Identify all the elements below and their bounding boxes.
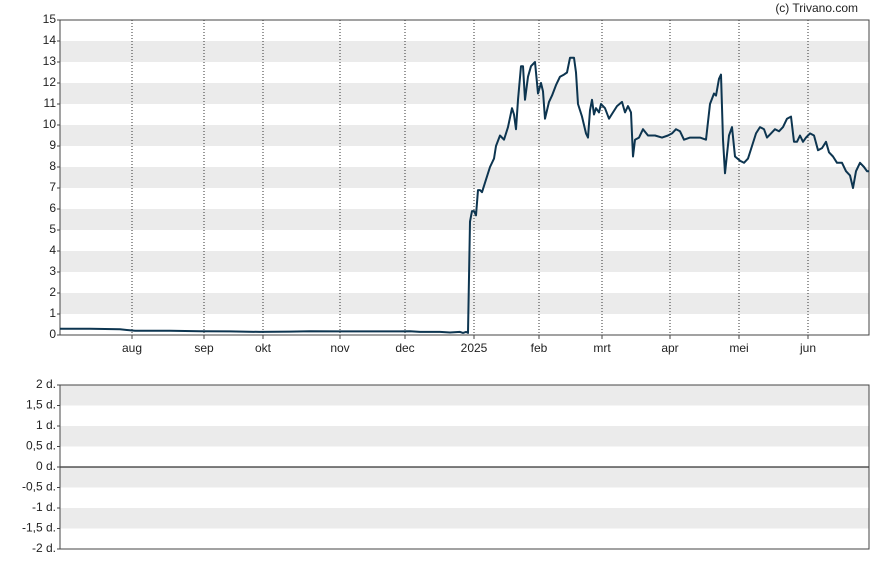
price-line [60, 56, 869, 334]
attribution: (c) Trivano.com [775, 1, 858, 15]
y-tick-label: 11 [44, 96, 57, 110]
plot-frame [59, 19, 870, 336]
x-tick-label: dec [395, 341, 414, 355]
x-tick-label: feb [531, 341, 548, 355]
grid-band [60, 125, 869, 146]
y-tick-label: 0 [49, 327, 56, 341]
x-tick-label: nov [330, 341, 349, 355]
x-tick-label: jun [799, 341, 816, 355]
y-tick-label: -2 d. [32, 541, 56, 555]
grid-band [60, 293, 869, 314]
x-tick-label: mei [729, 341, 748, 355]
x-tick-label: 2025 [461, 341, 488, 355]
grid-band [60, 167, 869, 188]
y-tick-label: 6 [49, 201, 56, 215]
grid-band [60, 209, 869, 230]
y-tick-label: -1,5 d. [22, 521, 56, 535]
y-tick-label: 8 [49, 159, 56, 173]
grid-band [60, 467, 869, 488]
y-tick-label: 1 d. [36, 418, 56, 432]
plot-frame [59, 384, 870, 550]
x-tick-label: sep [194, 341, 214, 355]
y-tick-label: 1 [49, 306, 56, 320]
y-tick-label: 5 [49, 222, 56, 236]
y-tick-label: 10 [43, 117, 57, 131]
grid-band [60, 508, 869, 529]
y-tick-label: 2 [49, 285, 56, 299]
y-tick-label: 7 [49, 180, 56, 194]
y-tick-label: 14 [43, 33, 57, 47]
y-tick-label: 15 [43, 12, 57, 26]
y-tick-label: 0,5 d. [26, 439, 56, 453]
x-tick-label: mrt [593, 341, 611, 355]
x-tick-label: aug [122, 341, 142, 355]
y-tick-label: 2 d. [36, 377, 56, 391]
y-tick-label: 13 [43, 54, 57, 68]
x-tick-label: apr [661, 341, 678, 355]
y-tick-label: 12 [43, 75, 57, 89]
y-tick-label: -0,5 d. [22, 480, 56, 494]
grid-band [60, 41, 869, 62]
grid-band [60, 251, 869, 272]
grid-band [60, 83, 869, 104]
y-tick-label: 9 [49, 138, 56, 152]
y-tick-label: 4 [49, 243, 56, 257]
y-tick-label: 1,5 d. [26, 398, 56, 412]
y-tick-label: 3 [49, 264, 56, 278]
y-tick-label: -1 d. [32, 500, 56, 514]
grid-band [60, 385, 869, 406]
y-tick-label: 0 d. [36, 459, 56, 473]
grid-band [60, 426, 869, 447]
x-tick-label: okt [255, 341, 272, 355]
